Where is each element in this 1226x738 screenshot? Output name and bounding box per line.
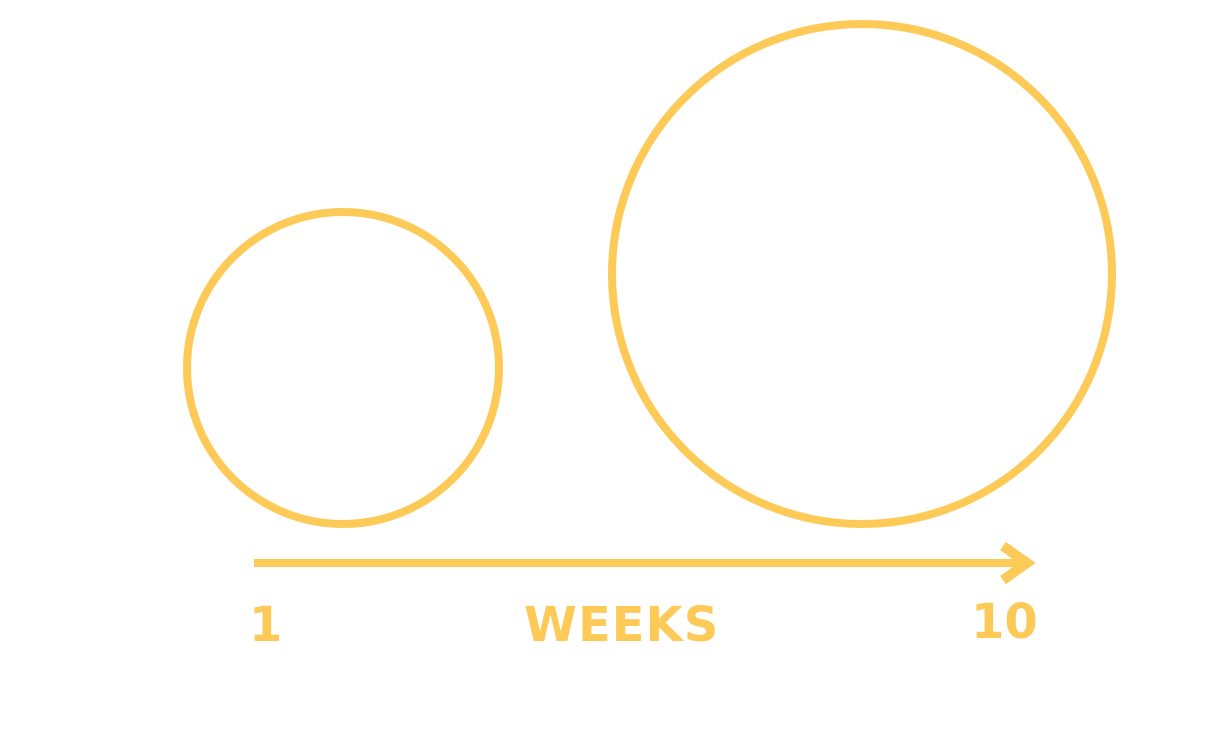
timeline-axis-label: WEEKS: [524, 601, 719, 649]
large-circle: [612, 24, 1112, 524]
timeline-end-label: 10: [971, 598, 1038, 646]
small-circle: [187, 212, 499, 524]
timeline-start-label: 1: [249, 601, 282, 649]
